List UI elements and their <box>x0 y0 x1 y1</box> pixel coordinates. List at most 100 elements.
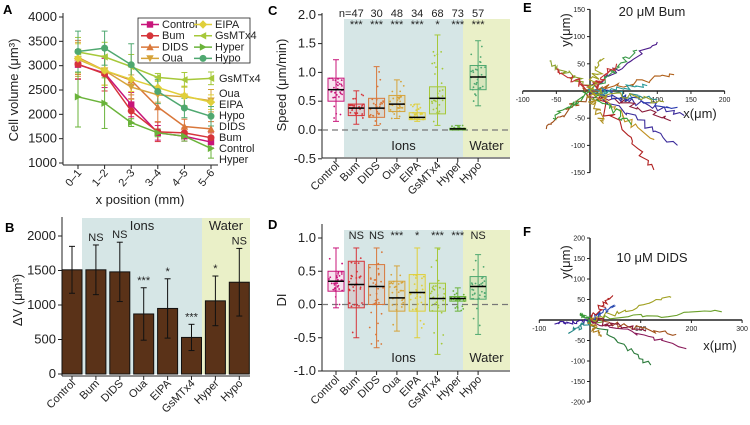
d-data-point <box>480 282 483 285</box>
d-data-point <box>453 293 456 296</box>
d-data-point <box>377 339 380 342</box>
f-title: 10 μM DIDS <box>616 250 687 265</box>
d-y-tick-label: 1.0 <box>298 230 316 245</box>
d-data-point <box>350 261 353 264</box>
c-data-point <box>397 107 400 109</box>
d-data-point <box>415 310 418 312</box>
d-data-point <box>420 326 423 329</box>
d-significance-label: *** <box>451 230 465 242</box>
d-data-point <box>462 298 465 301</box>
c-data-point <box>438 110 441 113</box>
c-data-point <box>362 94 365 97</box>
d-data-point <box>338 303 341 306</box>
d-data-point <box>458 299 461 302</box>
a-legend-marker <box>146 43 154 51</box>
a-legend-marker <box>146 32 154 40</box>
c-significance-label: *** <box>350 19 364 31</box>
c-data-point <box>352 97 355 100</box>
a-legend-label: Control <box>162 19 197 31</box>
d-data-point <box>429 292 432 295</box>
d-data-point <box>373 302 376 305</box>
d-data-point <box>437 279 440 282</box>
d-data-point <box>357 262 360 265</box>
a-series-end-label: EIPA <box>219 99 244 111</box>
c-data-point <box>333 117 336 119</box>
a-data-point <box>74 48 82 56</box>
c-data-point <box>335 112 338 115</box>
c-data-point <box>440 82 443 85</box>
b-significance-label: *** <box>137 275 151 287</box>
d-data-point <box>442 296 445 299</box>
e-y-tick-label: 150 <box>573 7 585 14</box>
a-x-axis-label: x position (mm) <box>96 192 185 207</box>
c-data-point <box>436 53 439 56</box>
e-x-axis-label: x(μm) <box>683 106 716 121</box>
c-data-point <box>422 118 424 121</box>
d-data-point <box>370 311 373 314</box>
b-significance-label: NS <box>88 232 103 244</box>
d-data-point <box>473 292 476 295</box>
d-data-point <box>400 281 403 284</box>
c-y-tick-label: 0.0 <box>298 122 316 137</box>
f-y-tick-label: -150 <box>571 379 585 386</box>
d-data-point <box>389 282 391 285</box>
c-data-point <box>337 78 339 80</box>
e-y-tick-label: 100 <box>573 34 585 41</box>
d-data-point <box>355 304 358 307</box>
d-data-point <box>437 304 440 307</box>
c-data-point <box>470 53 473 56</box>
c-data-point <box>399 90 402 93</box>
c-data-point <box>484 66 486 69</box>
f-trajectory <box>586 295 614 321</box>
c-data-point <box>440 50 443 53</box>
d-data-point <box>413 283 416 286</box>
c-data-point <box>374 103 377 106</box>
a-data-point <box>207 144 215 153</box>
a-x-tick-label: 5–6 <box>196 167 217 189</box>
c-data-point <box>476 68 479 71</box>
c-data-point <box>332 96 335 99</box>
d-data-point <box>442 287 445 290</box>
d-data-point <box>377 262 380 265</box>
d-data-point <box>481 277 483 280</box>
d-data-point <box>333 287 336 289</box>
c-data-point <box>431 102 434 104</box>
c-data-point <box>433 99 436 102</box>
d-data-point <box>390 281 393 284</box>
d-significance-label: NS <box>349 230 364 242</box>
e-trajectory <box>587 83 648 94</box>
c-data-point <box>437 112 440 115</box>
d-y-tick-label: 0.5 <box>298 263 316 278</box>
a-legend-marker <box>198 20 208 29</box>
c-data-point <box>476 78 479 81</box>
panel-label-b: B <box>5 220 14 235</box>
d-data-point <box>471 283 474 286</box>
a-y-tick-label: 2500 <box>28 82 57 97</box>
d-data-point <box>338 288 341 290</box>
d-data-point <box>368 266 371 269</box>
d-data-point <box>348 302 351 305</box>
c-group-label-water: Water <box>469 138 504 153</box>
f-trajectory <box>554 316 591 326</box>
d-data-point <box>395 288 398 291</box>
a-legend-label: Oua <box>162 53 184 65</box>
d-data-point <box>430 266 433 268</box>
d-data-point <box>338 274 341 277</box>
d-data-point <box>348 280 351 283</box>
d-data-point <box>368 326 371 329</box>
d-data-point <box>430 290 433 293</box>
b-y-tick-label: 2000 <box>27 228 56 243</box>
b-y-tick-label: 1000 <box>27 297 56 312</box>
a-data-point <box>127 83 135 91</box>
d-data-point <box>334 296 337 298</box>
d-data-point <box>341 289 344 292</box>
d-data-point <box>336 278 339 281</box>
c-data-point <box>433 61 436 64</box>
c-n-label: 73 <box>452 8 464 20</box>
d-shade-water <box>463 230 510 370</box>
c-data-point <box>341 84 343 87</box>
c-data-point <box>335 83 338 86</box>
c-data-point <box>472 100 475 102</box>
c-data-point <box>420 112 423 115</box>
a-y-tick-label: 3000 <box>28 58 57 73</box>
